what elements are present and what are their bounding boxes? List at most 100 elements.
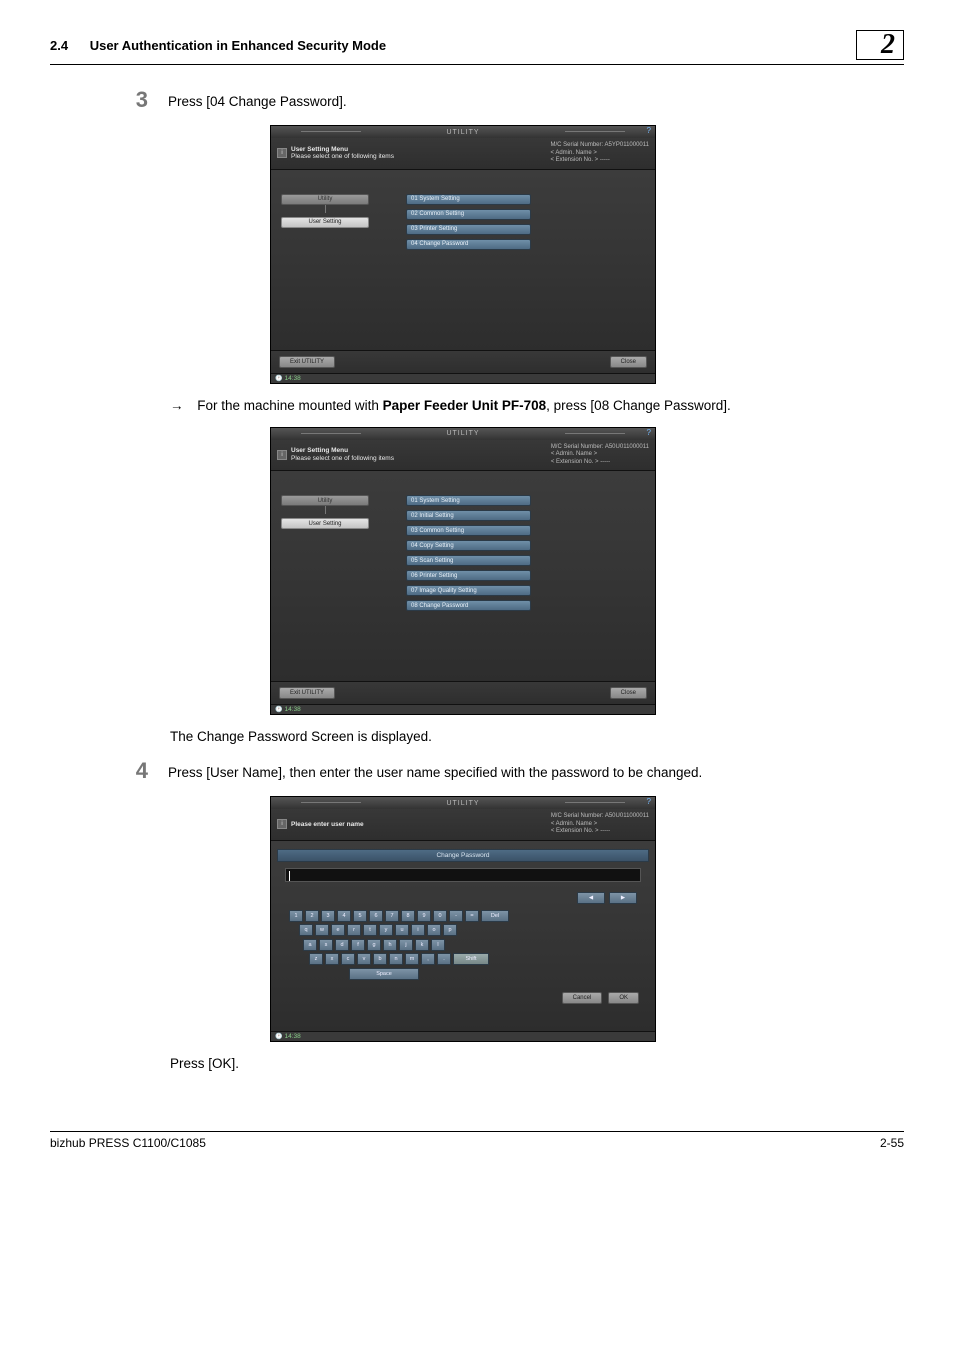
step-number: 4 [128, 758, 148, 784]
utility-panel-1: UTILITY ? i User Setting Menu Please sel… [270, 125, 656, 384]
key-c[interactable]: c [341, 953, 355, 965]
menu-image-quality-setting[interactable]: 07 Image Quality Setting [406, 585, 531, 596]
key-b[interactable]: b [373, 953, 387, 965]
close-button[interactable]: Close [610, 356, 647, 368]
key-5[interactable]: 5 [353, 910, 367, 922]
panel-heading: User Setting Menu Please select one of f… [291, 146, 394, 161]
breadcrumb-user-setting[interactable]: User Setting [281, 518, 369, 529]
key-y[interactable]: y [379, 924, 393, 936]
menu-common-setting[interactable]: 02 Common Setting [406, 209, 531, 220]
delete-key[interactable]: Del [481, 910, 509, 922]
note-pf708: For the machine mounted with Paper Feede… [170, 398, 904, 413]
key-v[interactable]: v [357, 953, 371, 965]
help-icon[interactable]: ? [647, 126, 651, 135]
clock-bar: 14:38 [271, 704, 655, 714]
panel-infobar: i User Setting Menu Please select one of… [271, 138, 655, 170]
step-3-text: Press [04 Change Password]. [168, 87, 347, 112]
breadcrumb: Utility User Setting [281, 495, 369, 529]
breadcrumb-utility[interactable]: Utility [281, 495, 369, 506]
key-j[interactable]: j [399, 939, 413, 951]
key-e[interactable]: e [331, 924, 345, 936]
key-o[interactable]: o [427, 924, 441, 936]
keyboard-title: Change Password [277, 849, 649, 862]
key-x[interactable]: x [325, 953, 339, 965]
menu-printer-setting[interactable]: 03 Printer Setting [406, 224, 531, 235]
key-s[interactable]: s [319, 939, 333, 951]
panel-device-info: M/C Serial Number: A5YP011000011 < Admin… [550, 142, 649, 165]
chapter-badge-wrap: 2 [856, 30, 904, 60]
key-k[interactable]: k [415, 939, 429, 951]
panel-heading: Please enter user name [291, 821, 364, 828]
menu-system-setting[interactable]: 01 System Setting [406, 194, 531, 205]
help-icon[interactable]: ? [647, 428, 651, 437]
space-key[interactable]: Space [349, 968, 419, 980]
info-icon: i [277, 450, 287, 460]
breadcrumb-utility[interactable]: Utility [281, 194, 369, 205]
key-2[interactable]: 2 [305, 910, 319, 922]
menu-printer-setting[interactable]: 06 Printer Setting [406, 570, 531, 581]
key-i[interactable]: i [411, 924, 425, 936]
key-h[interactable]: h [383, 939, 397, 951]
key--[interactable]: - [449, 910, 463, 922]
shift-key[interactable]: Shift [453, 953, 489, 965]
key-4[interactable]: 4 [337, 910, 351, 922]
key-u[interactable]: u [395, 924, 409, 936]
panel-titlebar: UTILITY ? [271, 797, 655, 809]
cursor-right-button[interactable]: ▶ [609, 892, 637, 904]
key-3[interactable]: 3 [321, 910, 335, 922]
key-1[interactable]: 1 [289, 910, 303, 922]
key-6[interactable]: 6 [369, 910, 383, 922]
menu-change-password[interactable]: 08 Change Password [406, 600, 531, 611]
text-press-ok: Press [OK]. [170, 1056, 904, 1071]
key-t[interactable]: t [363, 924, 377, 936]
menu-change-password[interactable]: 04 Change Password [406, 239, 531, 250]
key-l[interactable]: l [431, 939, 445, 951]
key-n[interactable]: n [389, 953, 403, 965]
key-9[interactable]: 9 [417, 910, 431, 922]
section-number: 2.4 [50, 38, 68, 53]
section-heading: 2.4 User Authentication in Enhanced Secu… [50, 38, 386, 53]
menu-common-setting[interactable]: 03 Common Setting [406, 525, 531, 536]
key-.[interactable]: . [437, 953, 451, 965]
key-,[interactable]: , [421, 953, 435, 965]
key-7[interactable]: 7 [385, 910, 399, 922]
exit-utility-button[interactable]: Exit UTILITY [279, 356, 335, 368]
utility-panel-2: UTILITY ? i User Setting Menu Please sel… [270, 427, 656, 716]
key-a[interactable]: a [303, 939, 317, 951]
key-p[interactable]: p [443, 924, 457, 936]
key-w[interactable]: w [315, 924, 329, 936]
key-d[interactable]: d [335, 939, 349, 951]
key-g[interactable]: g [367, 939, 381, 951]
panel-device-info: M/C Serial Number: A50U011000011 < Admin… [551, 813, 649, 836]
key-f[interactable]: f [351, 939, 365, 951]
page-number: 2-55 [880, 1136, 904, 1150]
key-0[interactable]: 0 [433, 910, 447, 922]
cursor-left-button[interactable]: ◀ [577, 892, 605, 904]
step-3: 3 Press [04 Change Password]. [128, 87, 904, 113]
menu-system-setting[interactable]: 01 System Setting [406, 495, 531, 506]
info-icon: i [277, 819, 287, 829]
menu-scan-setting[interactable]: 05 Scan Setting [406, 555, 531, 566]
menu-initial-setting[interactable]: 02 Initial Setting [406, 510, 531, 521]
exit-utility-button[interactable]: Exit UTILITY [279, 687, 335, 699]
username-input[interactable] [285, 868, 641, 882]
step-number: 3 [128, 87, 148, 113]
panel-titlebar: UTILITY ? [271, 126, 655, 138]
panel-device-info: M/C Serial Number: A50U011000011 < Admin… [551, 444, 649, 467]
close-button[interactable]: Close [610, 687, 647, 699]
breadcrumb-user-setting[interactable]: User Setting [281, 217, 369, 228]
key-r[interactable]: r [347, 924, 361, 936]
page-header: 2.4 User Authentication in Enhanced Secu… [50, 30, 904, 65]
cancel-button[interactable]: Cancel [562, 992, 603, 1004]
key-m[interactable]: m [405, 953, 419, 965]
menu-items: 01 System Setting 02 Common Setting 03 P… [406, 194, 531, 254]
key-q[interactable]: q [299, 924, 313, 936]
key-8[interactable]: 8 [401, 910, 415, 922]
help-icon[interactable]: ? [647, 797, 651, 806]
ok-button[interactable]: OK [608, 992, 639, 1004]
page-footer: bizhub PRESS C1100/C1085 2-55 [50, 1131, 904, 1150]
product-name: bizhub PRESS C1100/C1085 [50, 1136, 206, 1150]
key-=[interactable]: = [465, 910, 479, 922]
key-z[interactable]: z [309, 953, 323, 965]
menu-copy-setting[interactable]: 04 Copy Setting [406, 540, 531, 551]
